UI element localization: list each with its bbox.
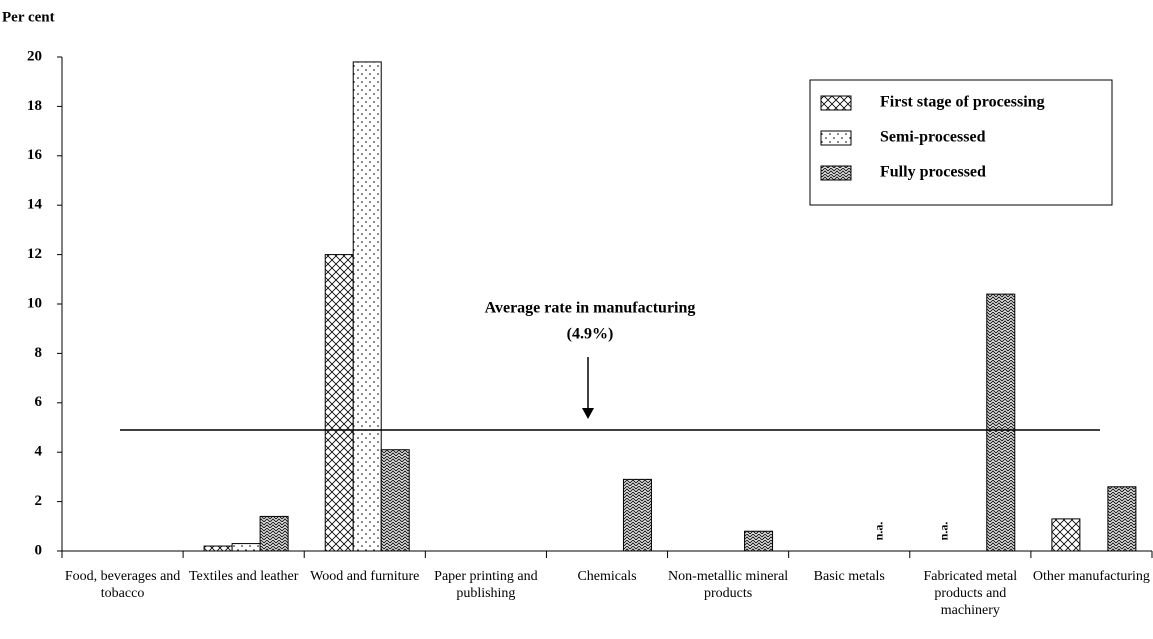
legend-swatch <box>820 95 852 111</box>
value-label: n.a. <box>871 522 885 541</box>
legend-box <box>809 79 1113 206</box>
x-tick-label: Other manufacturing <box>1032 569 1150 584</box>
legend-swatch <box>820 165 852 181</box>
y-tick-label: 8 <box>35 345 43 361</box>
legend-swatch <box>820 130 852 146</box>
bar <box>231 543 261 552</box>
legend-label: Semi-processed <box>880 129 986 146</box>
x-tick-label: Food, beverages and tobacco <box>64 569 181 601</box>
y-tick-label: 14 <box>27 197 43 213</box>
bar <box>986 293 1016 552</box>
bar <box>744 530 774 552</box>
bar <box>203 545 233 552</box>
y-axis-title: Per cent <box>2 9 55 25</box>
x-tick-label: Paper printing and publishing <box>434 569 538 601</box>
annotation: (4.9%) <box>567 326 614 343</box>
x-tick-label: Textiles and leather <box>188 569 299 584</box>
x-tick-label: Non-metallic mineral products <box>668 569 789 601</box>
bar <box>1051 518 1081 552</box>
arrow-head <box>582 408 594 419</box>
y-tick-label: 0 <box>35 542 43 558</box>
y-tick-label: 12 <box>27 246 42 262</box>
y-tick-label: 18 <box>27 98 42 114</box>
annotation: Average rate in manufacturing <box>485 300 696 317</box>
y-tick-label: 6 <box>35 394 43 410</box>
bar <box>324 254 354 552</box>
x-tick-label: Basic metals <box>813 569 885 584</box>
x-tick-label: Wood and furniture <box>310 569 420 584</box>
bar <box>380 449 410 552</box>
y-tick-label: 4 <box>35 444 43 460</box>
x-tick-label: Chemicals <box>577 569 637 584</box>
bar <box>259 515 289 552</box>
x-tick-label: Fabricated metal products and machinery <box>923 569 1018 618</box>
y-tick-label: 2 <box>35 493 43 509</box>
bar <box>352 61 382 552</box>
bar <box>1107 486 1137 552</box>
bar <box>622 478 652 552</box>
legend-label: First stage of processing <box>880 94 1045 111</box>
legend-label: Fully processed <box>880 164 986 181</box>
y-tick-label: 10 <box>27 295 42 311</box>
y-tick-label: 16 <box>27 147 43 163</box>
y-tick-label: 20 <box>27 48 42 64</box>
value-label: n.a. <box>937 522 951 541</box>
